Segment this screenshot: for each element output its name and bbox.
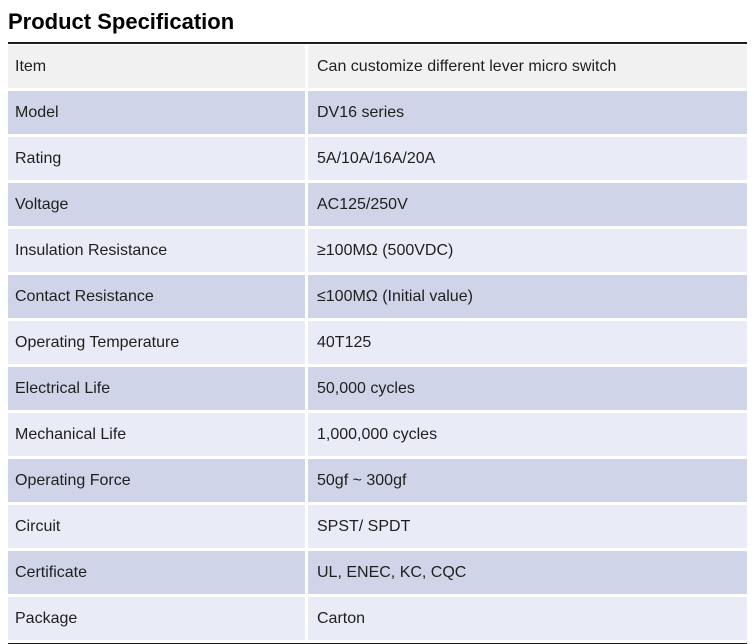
spec-value-cell: 50,000 cycles [308,367,747,410]
table-row: Certificate UL, ENEC, KC, CQC [8,551,747,594]
table-row: Package Carton [8,597,747,640]
spec-value-cell: Can customize different lever micro swit… [308,45,747,88]
spec-label-cell: Model [8,91,305,134]
spec-label-cell: Certificate [8,551,305,594]
table-row: Electrical Life 50,000 cycles [8,367,747,410]
spec-value-cell: 1,000,000 cycles [308,413,747,456]
spec-label-cell: Operating Force [8,459,305,502]
table-row: Operating Force 50gf ~ 300gf [8,459,747,502]
spec-value-cell: 40T125 [308,321,747,364]
spec-label-cell: Rating [8,137,305,180]
spec-label-cell: Electrical Life [8,367,305,410]
spec-value-cell: AC125/250V [308,183,747,226]
spec-label-cell: Contact Resistance [8,275,305,318]
spec-label-cell: Mechanical Life [8,413,305,456]
spec-value-cell: 5A/10A/16A/20A [308,137,747,180]
spec-label-cell: Package [8,597,305,640]
spec-value-cell: UL, ENEC, KC, CQC [308,551,747,594]
spec-label-cell: Operating Temperature [8,321,305,364]
spec-label-cell: Voltage [8,183,305,226]
spec-value-cell: 50gf ~ 300gf [308,459,747,502]
spec-value-cell: Carton [308,597,747,640]
spec-label-cell: Circuit [8,505,305,548]
table-row: Voltage AC125/250V [8,183,747,226]
spec-value-cell: SPST/ SPDT [308,505,747,548]
spec-label-cell: Insulation Resistance [8,229,305,272]
spec-table: Item Can customize different lever micro … [8,42,747,644]
spec-value-cell: DV16 series [308,91,747,134]
page-title: Product Specification [8,9,235,34]
spec-value-cell: ≤100MΩ (Initial value) [308,275,747,318]
table-row: Circuit SPST/ SPDT [8,505,747,548]
spec-value-cell: ≥100MΩ (500VDC) [308,229,747,272]
table-row: Rating 5A/10A/16A/20A [8,137,747,180]
table-row: Mechanical Life 1,000,000 cycles [8,413,747,456]
table-row: Insulation Resistance ≥100MΩ (500VDC) [8,229,747,272]
spec-label-cell: Item [8,45,305,88]
table-row: Item Can customize different lever micro … [8,45,747,88]
table-row: Contact Resistance ≤100MΩ (Initial value) [8,275,747,318]
table-row: Model DV16 series [8,91,747,134]
table-row: Operating Temperature 40T125 [8,321,747,364]
